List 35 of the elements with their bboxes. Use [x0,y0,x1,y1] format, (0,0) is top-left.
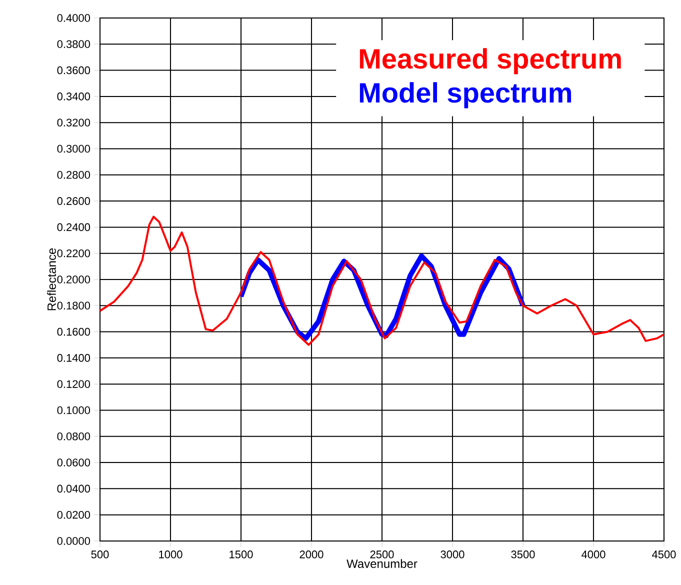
text: Model spectrum [360,82,572,108]
line-series [100,216,664,346]
x-axis-title: Wavenumber [346,559,418,568]
y-tick-label: 0.3800 [57,40,90,48]
y-tick-label: 0.1000 [57,406,90,414]
y-tick-label: 0.0600 [57,458,90,466]
x-tick-label: 4500 [652,550,676,558]
y-tick-label: 0.2400 [57,223,90,232]
y-tick-label: 0.0000 [57,537,90,545]
x-tick-label: 500 [91,550,109,558]
y-tick-label: 0.1600 [57,328,90,336]
y-tick-label: 0.2200 [57,249,90,258]
y-tick-label: 0.1400 [57,354,90,362]
y-tick-label: 0.3200 [57,118,90,126]
y-tick-label: 0.0800 [57,432,90,440]
y-axis-title: Reflectance [47,248,56,310]
x-tick-label: 1000 [159,550,182,558]
x-tick-label: 4000 [582,550,606,558]
y-tick-label: 0.1200 [57,380,90,388]
y-tick-label: 0.4000 [57,14,90,22]
y-tick-label: 0.3600 [57,66,90,74]
text: Measured spectrum [360,48,621,74]
x-tick-label: 3500 [511,550,535,558]
x-tick-label: 2000 [300,550,324,558]
x-tick-label: 2500 [370,550,394,558]
y-tick-label: 0.0400 [57,484,90,493]
y-tick-label: 0.2800 [57,171,90,179]
y-tick-label: 0.3000 [57,144,90,153]
y-tick-label: 0.2600 [57,197,90,205]
y-tick-label: 0.0200 [57,510,90,519]
y-tick-label: 0.2000 [57,276,90,284]
x-tick-label: 1500 [230,550,253,558]
y-tick-label: 0.1800 [57,302,90,310]
x-tick-label: 3000 [440,550,464,558]
y-tick-label: 0.3400 [57,92,90,100]
